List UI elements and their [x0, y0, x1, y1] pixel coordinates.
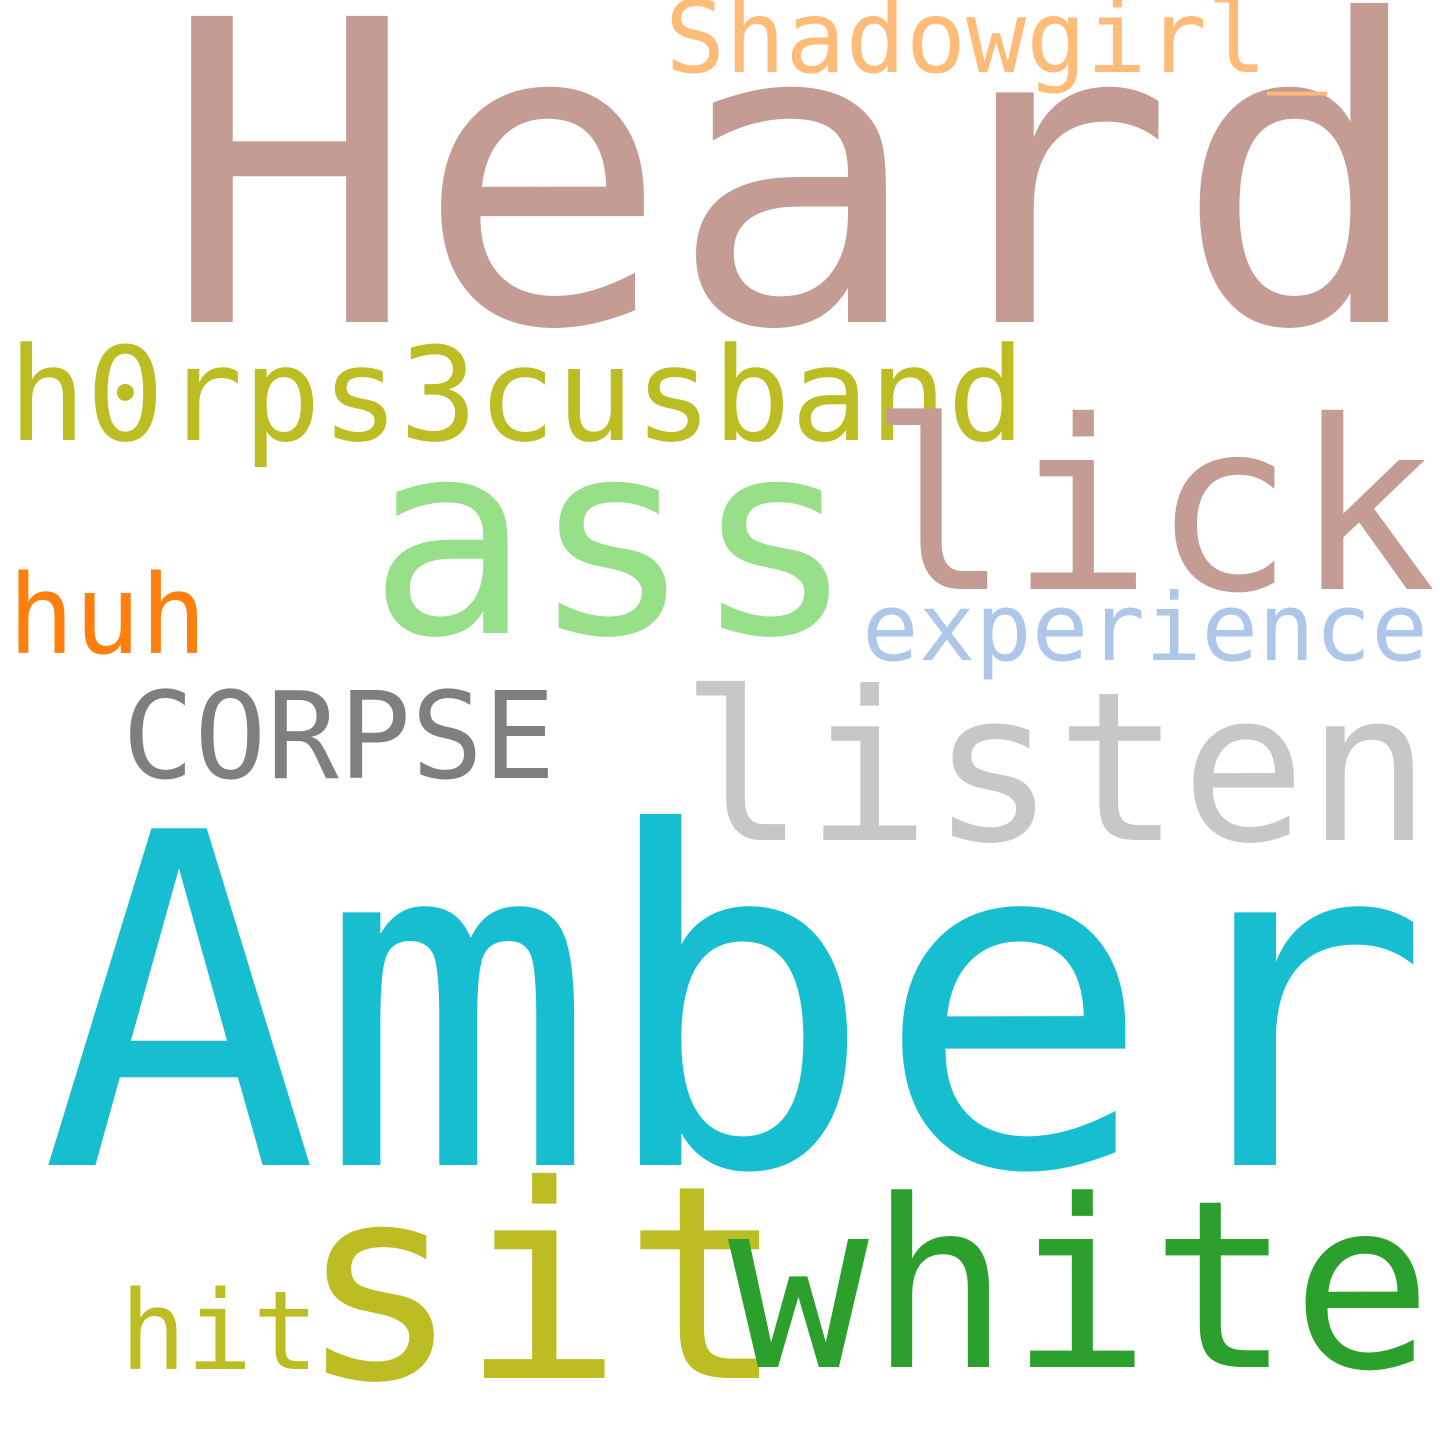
word-h0rps3cusband: h0rps3cusband	[8, 319, 1026, 471]
word-amber: Amber	[40, 736, 1431, 1274]
word-shadowgirl: Shadowgirl_	[665, 0, 1328, 96]
word-sit: sit	[298, 1127, 786, 1440]
word-heard: Heard	[163, 0, 1428, 422]
word-listen: listen	[680, 648, 1432, 890]
word-hit: hit	[120, 1267, 319, 1395]
word-white: white	[728, 1151, 1433, 1423]
word-ass: ass	[368, 382, 856, 697]
word-lick: lick	[868, 370, 1437, 645]
word-corpse: CORPSE	[122, 668, 556, 807]
word-huh: huh	[8, 551, 207, 679]
word-experience: experience	[862, 574, 1428, 683]
